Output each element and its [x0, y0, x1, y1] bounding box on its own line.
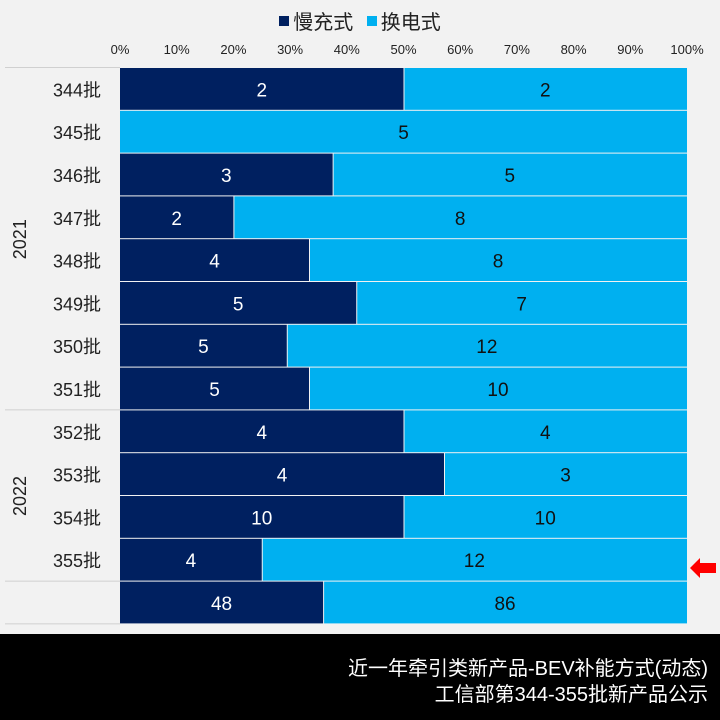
bar-segment-slow-charge [120, 367, 309, 410]
group-label: 2021 [10, 219, 30, 259]
data-label: 2 [540, 80, 551, 101]
x-tick-label: 70% [504, 42, 530, 57]
legend-item-slow-charge: 慢充式 [279, 6, 353, 35]
bar-segment-battery-swap [357, 282, 687, 324]
x-tick-label: 100% [670, 42, 704, 57]
data-label: 5 [505, 166, 516, 187]
bar-segment-battery-swap [404, 68, 687, 110]
data-label: 5 [233, 294, 244, 315]
data-label: 86 [494, 594, 515, 615]
category-label: 352批 [53, 423, 101, 443]
bar-segment-battery-swap [404, 410, 687, 453]
data-label: 4 [277, 466, 288, 487]
data-label: 12 [464, 551, 485, 572]
data-label: 3 [560, 466, 571, 487]
bar-segment-slow-charge [120, 239, 309, 281]
data-label: 2 [171, 209, 182, 230]
x-tick-label: 60% [447, 42, 473, 57]
category-label: 354批 [53, 508, 101, 528]
data-label: 10 [487, 380, 508, 401]
bar-segment-slow-charge [120, 581, 324, 624]
bar-segment-battery-swap [333, 153, 687, 196]
data-label: 4 [209, 252, 220, 273]
bar-segment-slow-charge [120, 496, 404, 538]
legend-item-battery-swap: 换电式 [366, 6, 441, 35]
stacked-bar-chart: 0% 10% 20% 30% 40% 50% 60% 70% 80% 90% 100% 2 2 344批 5… [5, 42, 704, 625]
data-label: 5 [198, 337, 209, 358]
data-label: 4 [540, 423, 551, 444]
bar-segment-slow-charge [120, 282, 357, 324]
x-tick-label: 90% [617, 42, 643, 57]
bar-segment-battery-swap [324, 581, 687, 624]
category-label: 348批 [53, 252, 101, 272]
data-label: 4 [186, 551, 197, 572]
x-tick-label: 10% [164, 42, 190, 57]
x-tick-label: 50% [390, 42, 416, 57]
bar-segment-battery-swap [310, 367, 687, 410]
bar-segment-battery-swap [404, 496, 687, 538]
data-label: 2 [256, 80, 267, 101]
footer: 近一年牵引类新产品-BEV补能方式(动态) 工信部第344-355批新产品公示 [0, 634, 720, 720]
category-label: 349批 [53, 294, 101, 314]
bar-segment-battery-swap [234, 196, 687, 239]
bar-segment-battery-swap [287, 324, 687, 367]
bar-segment-slow-charge [120, 196, 234, 239]
bar-segment-slow-charge [120, 453, 444, 495]
data-label: 10 [251, 508, 272, 529]
bar-segment-battery-swap [120, 110, 687, 153]
category-label: 347批 [53, 209, 101, 229]
legend: 慢充式 换电式 [0, 6, 720, 35]
data-label: 7 [516, 294, 527, 315]
group-label: 2022 [10, 476, 30, 516]
bar-segment-slow-charge [120, 324, 287, 367]
data-label: 4 [256, 423, 267, 444]
x-tick-label: 20% [220, 42, 246, 57]
data-label: 5 [398, 123, 409, 144]
data-label: 3 [221, 166, 232, 187]
bar-segment-battery-swap [262, 538, 687, 581]
category-label: 353批 [53, 466, 101, 486]
x-tick-label: 40% [334, 42, 360, 57]
category-label: 351批 [53, 380, 101, 400]
category-label: 346批 [53, 166, 101, 186]
category-label: 345批 [53, 123, 101, 143]
bar-segment-slow-charge [120, 153, 333, 196]
left-arrow-icon [690, 558, 716, 578]
data-label: 5 [209, 380, 220, 401]
data-label: 10 [535, 508, 556, 529]
legend-label: 换电式 [380, 12, 441, 34]
data-label: 8 [455, 209, 466, 230]
x-tick-label: 0% [111, 42, 130, 57]
data-label: 8 [493, 252, 504, 273]
bar-segment-slow-charge [120, 410, 404, 453]
legend-swatch [279, 15, 290, 26]
footer-title: 近一年牵引类新产品-BEV补能方式(动态) [348, 658, 708, 680]
bar-segment-battery-swap [310, 239, 687, 281]
data-label: 12 [476, 337, 497, 358]
data-label: 48 [211, 594, 232, 615]
legend-swatch [366, 15, 377, 26]
category-label: 344批 [53, 80, 101, 100]
bar-segment-slow-charge [120, 538, 262, 581]
footer-subtitle: 工信部第344-355批新产品公示 [434, 684, 708, 706]
category-label: 355批 [53, 551, 101, 571]
x-tick-label: 30% [277, 42, 303, 57]
bar-segment-battery-swap [445, 453, 687, 495]
x-tick-label: 80% [561, 42, 587, 57]
legend-label: 慢充式 [293, 12, 354, 34]
category-label: 350批 [53, 337, 101, 357]
bar-segment-slow-charge [120, 68, 404, 110]
